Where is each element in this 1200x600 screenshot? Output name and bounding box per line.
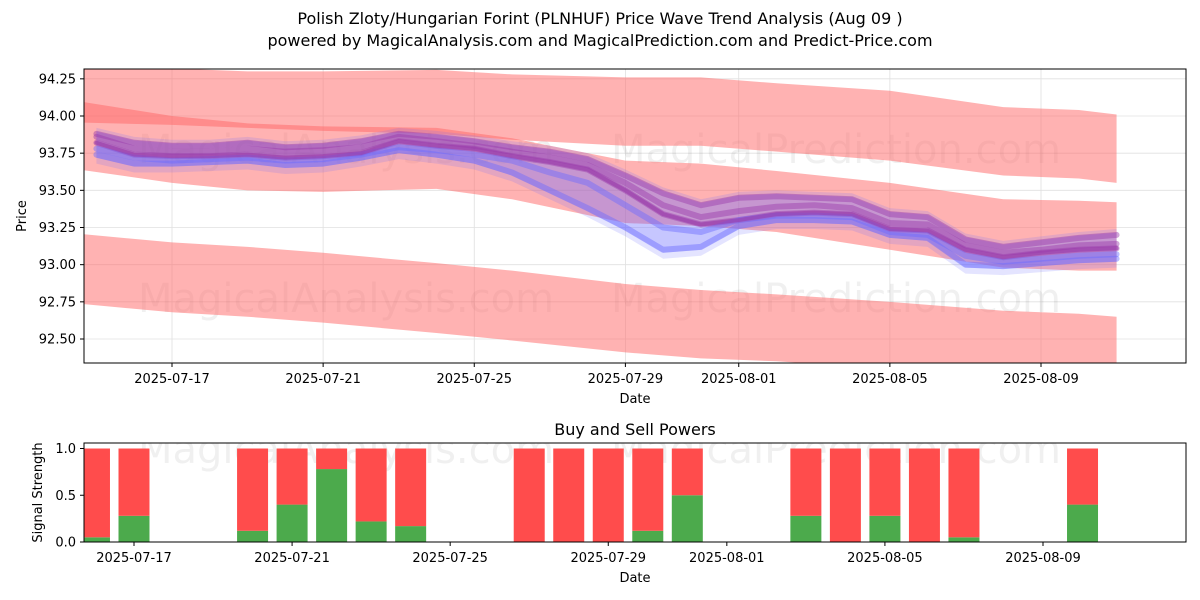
sell-bar xyxy=(671,448,703,496)
y-tick-label: 94.25 xyxy=(39,72,76,87)
bar-x-tick-label: 2025-07-25 xyxy=(412,551,488,566)
sell-bar xyxy=(84,448,110,538)
x-tick-label: 2025-07-17 xyxy=(134,372,210,387)
x-tick-label: 2025-07-25 xyxy=(436,372,512,387)
buy-bar xyxy=(276,504,308,542)
sell-bar xyxy=(632,448,664,531)
chart-title: Polish Zloty/Hungarian Forint (PLNHUF) P… xyxy=(297,9,903,28)
sell-bar xyxy=(118,448,150,516)
x-tick-label: 2025-07-21 xyxy=(285,372,361,387)
x-tick-label: 2025-08-05 xyxy=(852,372,928,387)
buy-bar xyxy=(395,526,427,542)
bar-x-axis-label: Date xyxy=(619,571,650,586)
y-tick-label: 93.50 xyxy=(39,184,76,199)
y-tick-label: 93.00 xyxy=(39,258,76,273)
bar-plot-frame xyxy=(83,442,1187,543)
y-tick-label: 92.50 xyxy=(39,333,76,348)
sell-bar xyxy=(355,448,387,522)
wave-envelope-inner xyxy=(96,131,1117,270)
bar-x-tick-label: 2025-07-21 xyxy=(254,551,330,566)
buy-bar xyxy=(118,515,150,542)
buy-bar xyxy=(237,530,269,542)
buy-bar xyxy=(316,469,348,542)
plot-layer: MagicalAnalysis.comMagicalPrediction.com… xyxy=(84,69,1120,363)
sell-bar xyxy=(790,448,822,516)
bar-x-tick-label: 2025-07-17 xyxy=(96,551,172,566)
bar-layer: MagicalAnalysis.comMagicalPrediction.com xyxy=(84,443,1099,542)
x-tick-label: 2025-08-01 xyxy=(701,372,777,387)
bar-x-tick-label: 2025-08-05 xyxy=(847,551,923,566)
wave-line xyxy=(93,133,1120,256)
sell-bar xyxy=(948,448,980,538)
bar-x-tick-label: 2025-07-29 xyxy=(570,551,646,566)
bar-x-tick-label: 2025-08-09 xyxy=(1005,551,1081,566)
band-middle xyxy=(84,102,1117,271)
sell-bar xyxy=(592,448,624,542)
band-upper xyxy=(84,69,1117,183)
wave-envelope xyxy=(96,127,1117,276)
sell-bar xyxy=(276,448,308,505)
sell-bar xyxy=(237,448,269,531)
band-lower xyxy=(84,234,1117,363)
y-tick-label: 94.00 xyxy=(39,110,76,125)
sell-bar xyxy=(908,448,940,542)
y-tick-label: 92.75 xyxy=(39,295,76,310)
bar-y-tick-label: 0.0 xyxy=(55,536,76,551)
y-tick-label: 93.75 xyxy=(39,147,76,162)
plot-frame xyxy=(83,68,1187,364)
x-axis-label: Date xyxy=(619,392,650,407)
bar-x-tick-label: 2025-08-01 xyxy=(689,551,765,566)
wave-line xyxy=(93,130,1120,250)
wave-line xyxy=(93,147,1120,270)
sell-bar xyxy=(553,448,585,542)
y-axis-label: Price xyxy=(15,200,30,232)
wave-line-main xyxy=(94,139,1119,260)
wave-line xyxy=(93,144,1120,265)
buy-bar xyxy=(869,515,901,542)
sell-bar xyxy=(829,448,861,542)
bar-chart-title: Buy and Sell Powers xyxy=(554,420,716,439)
bar-y-tick-label: 1.0 xyxy=(55,442,76,457)
x-tick-label: 2025-08-09 xyxy=(1003,372,1079,387)
buy-bar xyxy=(84,537,110,542)
sell-bar xyxy=(1067,448,1099,505)
x-tick-label: 2025-07-29 xyxy=(588,372,664,387)
sell-bar xyxy=(869,448,901,516)
buy-bar xyxy=(790,515,822,542)
sell-bar xyxy=(316,448,348,470)
buy-bar xyxy=(671,495,703,542)
y-tick-label: 93.25 xyxy=(39,221,76,236)
buy-bar xyxy=(1067,504,1099,542)
bar-y-axis-label: Signal Strength xyxy=(31,442,46,542)
buy-bar xyxy=(948,537,980,542)
buy-bar xyxy=(632,530,664,542)
sell-bar xyxy=(395,448,427,527)
bar-y-tick-label: 0.5 xyxy=(55,489,76,504)
sell-bar xyxy=(513,448,545,542)
chart-subtitle: powered by MagicalAnalysis.com and Magic… xyxy=(267,31,933,50)
buy-bar xyxy=(355,521,387,542)
